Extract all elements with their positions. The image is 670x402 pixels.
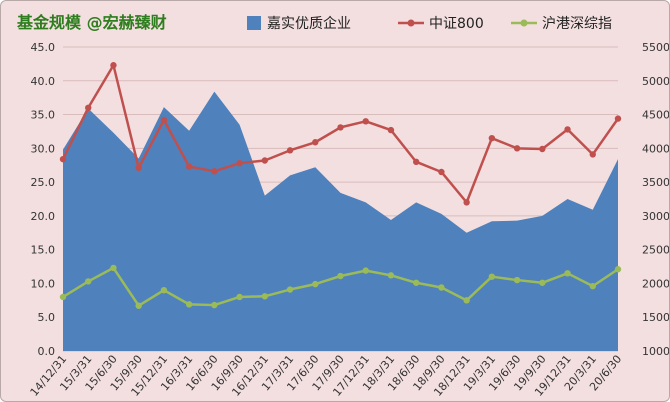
point-csi800 <box>564 126 571 133</box>
point-hks <box>463 297 470 304</box>
point-hks <box>387 272 395 279</box>
legend-item-area: 嘉实优质企业 <box>247 15 351 32</box>
point-hks <box>110 264 117 272</box>
left-axis-ticks: 0.0 5.0 10.0 15.0 20.0 25.0 30.0 35.0 40.0 45.0 <box>31 41 56 358</box>
left-tick-label: 25.0 <box>31 176 56 189</box>
legend-item-hks: 沪港深综指 <box>511 16 612 32</box>
line-series-layer <box>59 62 622 309</box>
point-hks <box>85 278 92 285</box>
right-tick-label: 2000 <box>642 277 669 290</box>
left-tick-label: 35.0 <box>31 109 56 122</box>
left-tick-label: 15.0 <box>31 244 56 257</box>
legend-swatch-area <box>247 16 261 30</box>
point-csi800 <box>286 147 294 154</box>
right-tick-label: 1000 <box>642 345 669 358</box>
point-csi800 <box>488 135 496 142</box>
point-hks <box>286 286 294 293</box>
left-tick-label: 20.0 <box>31 210 56 223</box>
legend-label-csi800: 中证800 <box>429 16 484 32</box>
point-hks <box>539 279 546 286</box>
point-hks <box>59 293 67 301</box>
point-hks <box>513 276 521 284</box>
point-hks <box>185 301 193 308</box>
point-csi800 <box>412 158 420 166</box>
point-csi800 <box>261 157 269 164</box>
x-axis-ticks: 14/12/3115/3/3115/6/3015/9/3015/12/3116/… <box>28 353 625 399</box>
point-csi800 <box>539 145 546 153</box>
legend-marker-csi800 <box>407 19 415 27</box>
legend: 嘉实优质企业 中证800 沪港深综指 <box>247 15 612 32</box>
point-csi800 <box>185 163 193 170</box>
legend-label-hks: 沪港深综指 <box>542 16 612 32</box>
right-tick-label: 1500 <box>642 311 669 324</box>
point-csi800 <box>160 116 168 124</box>
point-csi800 <box>211 168 218 175</box>
right-tick-label: 3500 <box>642 176 669 189</box>
point-hks <box>211 301 218 309</box>
point-hks <box>564 270 571 277</box>
left-tick-label: 30.0 <box>31 142 56 155</box>
right-tick-label: 4500 <box>642 109 669 122</box>
point-csi800 <box>589 151 596 158</box>
point-csi800 <box>438 168 445 176</box>
point-hks <box>362 267 369 274</box>
right-tick-label: 4000 <box>642 142 669 155</box>
point-csi800 <box>463 199 470 206</box>
point-hks <box>135 302 142 309</box>
point-csi800 <box>362 118 369 125</box>
point-csi800 <box>513 145 521 152</box>
point-hks <box>337 272 344 280</box>
point-csi800 <box>59 155 67 163</box>
point-csi800 <box>85 104 92 112</box>
point-csi800 <box>337 124 344 131</box>
legend-label-area: 嘉实优质企业 <box>267 15 351 32</box>
point-hks <box>261 293 269 300</box>
point-csi800 <box>110 62 117 69</box>
point-csi800 <box>387 126 395 134</box>
point-hks <box>614 266 622 273</box>
left-tick-label: 0.0 <box>38 345 56 358</box>
legend-item-csi800: 中证800 <box>398 16 484 32</box>
right-tick-label: 3000 <box>642 210 669 223</box>
point-hks <box>412 279 420 286</box>
legend-marker-hks <box>520 19 528 27</box>
left-tick-label: 45.0 <box>31 41 56 54</box>
right-tick-label: 5000 <box>642 75 669 88</box>
point-csi800 <box>135 164 142 172</box>
point-hks <box>236 293 243 301</box>
point-hks <box>438 284 445 291</box>
chart-title: 基金规模 @宏赫臻财 <box>16 13 167 32</box>
point-hks <box>589 282 596 290</box>
area-series-layer <box>63 91 618 351</box>
point-csi800 <box>312 139 319 146</box>
x-tick-label: 14/12/31 <box>28 353 70 399</box>
right-tick-label: 5500 <box>642 41 669 54</box>
area-series-fund <box>63 91 618 351</box>
left-tick-label: 10.0 <box>31 277 56 290</box>
point-hks <box>160 287 168 294</box>
point-csi800 <box>614 115 622 122</box>
right-tick-label: 2500 <box>642 244 669 257</box>
point-hks <box>488 273 496 280</box>
point-hks <box>312 280 319 288</box>
point-csi800 <box>236 159 243 167</box>
left-tick-label: 40.0 <box>31 75 56 88</box>
right-axis-ticks: 1000 1500 2000 2500 3000 3500 4000 4500 5000 5500 <box>642 41 669 358</box>
left-tick-label: 5.0 <box>38 311 56 324</box>
